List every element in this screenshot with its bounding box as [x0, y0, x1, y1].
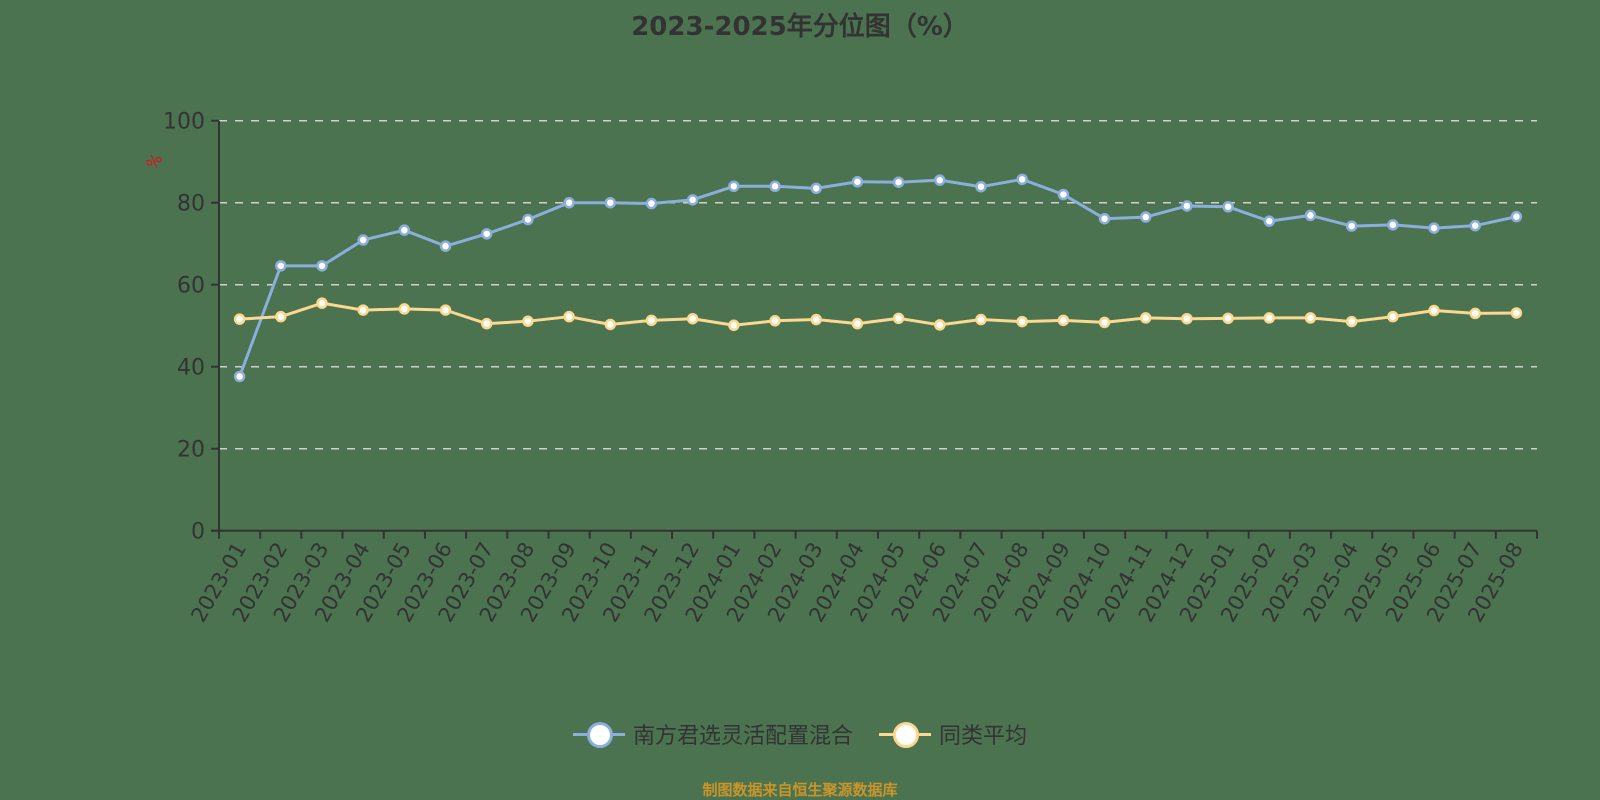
data-point[interactable]	[275, 310, 287, 323]
data-point[interactable]	[1016, 173, 1028, 186]
data-source-footer: 制图数据来自恒生聚源数据库	[702, 781, 898, 799]
data-point[interactable]	[604, 196, 617, 209]
gridlines	[219, 119, 1537, 450]
data-point[interactable]	[769, 180, 781, 193]
data-point[interactable]	[934, 319, 946, 331]
data-point[interactable]	[1510, 210, 1523, 223]
data-point[interactable]	[975, 313, 987, 326]
y-tick-label: 20	[177, 438, 205, 463]
data-point[interactable]	[604, 318, 617, 331]
data-point[interactable]	[1428, 304, 1440, 317]
data-point[interactable]	[1016, 315, 1028, 328]
chart-legend: 南方君选灵活配置混合 同类平均	[0, 718, 1600, 750]
y-tick-label: 60	[177, 274, 205, 299]
data-point[interactable]	[1181, 200, 1193, 212]
data-point[interactable]	[645, 314, 658, 327]
data-point[interactable]	[563, 310, 575, 323]
series-line	[238, 177, 1517, 378]
data-point[interactable]	[1139, 211, 1152, 223]
data-point[interactable]	[522, 315, 534, 327]
data-point[interactable]	[233, 370, 246, 383]
data-point[interactable]	[1057, 188, 1070, 201]
data-point[interactable]	[728, 180, 740, 193]
data-point[interactable]	[1428, 222, 1440, 234]
data-point[interactable]	[480, 317, 493, 330]
data-point[interactable]	[1263, 312, 1276, 324]
data-point[interactable]	[1345, 220, 1358, 232]
legend-label: 同类平均	[939, 724, 1028, 749]
data-point[interactable]	[892, 176, 905, 188]
legend-label: 南方君选灵活配置混合	[632, 724, 853, 749]
legend-item-fund[interactable]: 南方君选灵活配置混合	[572, 718, 853, 750]
series-line	[239, 301, 1517, 327]
data-point[interactable]	[316, 260, 328, 272]
data-point[interactable]	[398, 224, 411, 236]
data-point[interactable]	[1469, 219, 1481, 232]
data-point[interactable]	[975, 180, 987, 193]
y-tick-label: 100	[163, 110, 205, 135]
y-tick-label: 40	[177, 356, 205, 381]
data-point[interactable]	[810, 182, 822, 195]
data-point[interactable]	[357, 304, 369, 316]
data-point[interactable]	[1304, 312, 1317, 324]
data-point[interactable]	[1181, 312, 1193, 325]
data-point[interactable]	[1469, 307, 1481, 320]
data-point[interactable]	[1510, 307, 1523, 319]
data-point[interactable]	[851, 317, 864, 330]
data-point[interactable]	[1098, 212, 1111, 225]
y-axis-unit-label: %	[142, 150, 166, 173]
data-point[interactable]	[1263, 215, 1276, 227]
legend-marker-icon	[572, 721, 625, 748]
data-point[interactable]	[728, 319, 740, 332]
data-point[interactable]	[1222, 201, 1234, 213]
data-point[interactable]	[686, 312, 699, 325]
y-tick-label: 0	[191, 520, 205, 545]
chart-title: 2023-2025年分位图（%）	[631, 12, 969, 42]
data-point[interactable]	[1139, 312, 1152, 324]
data-point[interactable]	[1222, 312, 1234, 325]
data-point[interactable]	[522, 213, 534, 226]
axes: 0204060801002023-012023-022023-032023-04…	[163, 110, 1538, 626]
data-point[interactable]	[439, 240, 452, 252]
data-point[interactable]	[1387, 219, 1399, 231]
data-point[interactable]	[686, 194, 699, 206]
series-lines	[233, 173, 1523, 383]
data-point[interactable]	[645, 197, 658, 210]
legend-item-average[interactable]: 同类平均	[879, 718, 1027, 750]
legend-marker-icon	[879, 721, 931, 748]
data-point[interactable]	[1098, 316, 1111, 329]
data-point[interactable]	[934, 174, 946, 186]
data-point[interactable]	[851, 176, 864, 188]
data-point[interactable]	[1057, 314, 1070, 327]
data-point[interactable]	[1304, 209, 1317, 222]
data-point[interactable]	[233, 313, 246, 325]
data-point[interactable]	[357, 234, 369, 246]
data-point[interactable]	[316, 297, 328, 309]
data-point[interactable]	[480, 228, 493, 240]
data-point[interactable]	[275, 260, 287, 272]
data-point[interactable]	[892, 312, 905, 325]
data-point[interactable]	[1387, 310, 1399, 323]
data-point[interactable]	[563, 196, 575, 209]
data-point[interactable]	[1345, 315, 1358, 328]
data-point[interactable]	[769, 315, 781, 327]
data-point[interactable]	[439, 304, 452, 316]
data-point[interactable]	[398, 303, 411, 315]
y-tick-label: 80	[177, 192, 205, 217]
data-point[interactable]	[810, 313, 822, 326]
